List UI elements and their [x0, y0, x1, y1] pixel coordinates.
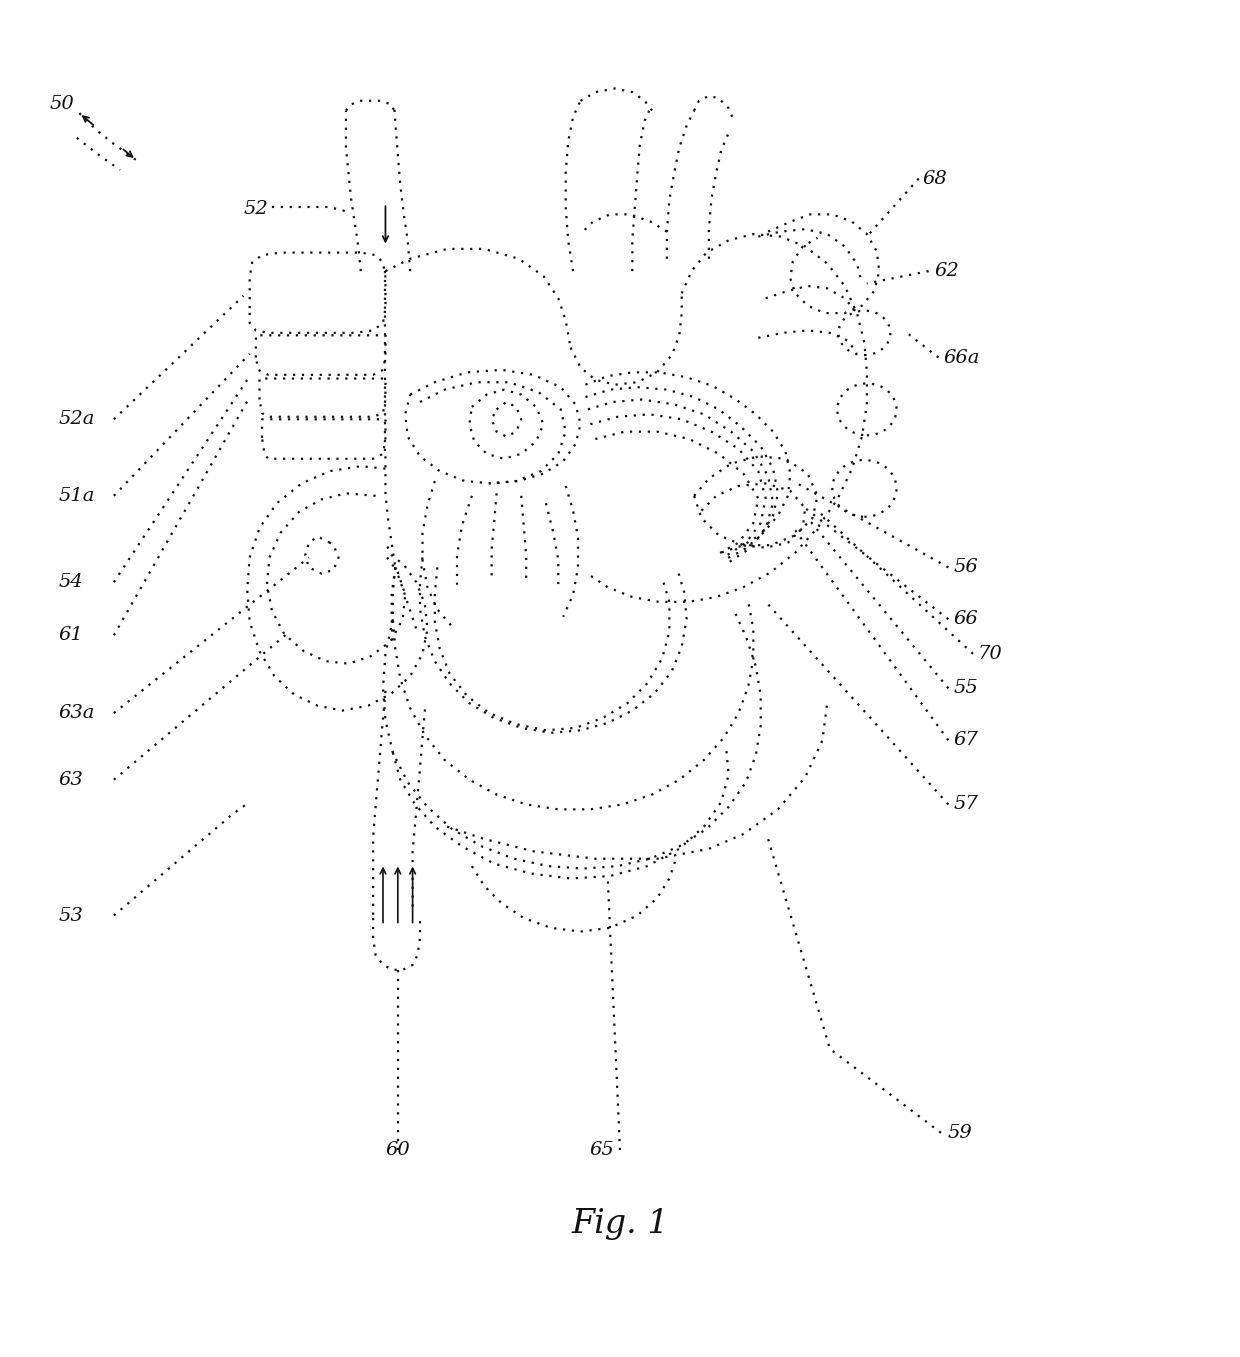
Text: 63: 63 [58, 771, 83, 788]
Text: 57: 57 [954, 795, 978, 813]
Text: 62: 62 [935, 262, 960, 280]
Text: 63a: 63a [58, 704, 94, 722]
Text: 59: 59 [947, 1124, 972, 1141]
Text: 54: 54 [58, 573, 83, 592]
Text: 70: 70 [978, 645, 1003, 662]
Text: 50: 50 [50, 95, 74, 114]
Text: 60: 60 [386, 1141, 410, 1159]
Text: 56: 56 [954, 558, 978, 577]
Text: 51a: 51a [58, 487, 94, 505]
Text: 68: 68 [923, 170, 947, 187]
Text: 55: 55 [954, 680, 978, 697]
Text: 52a: 52a [58, 410, 94, 429]
Text: 66a: 66a [944, 349, 980, 366]
Text: 61: 61 [58, 627, 83, 645]
Text: 53: 53 [58, 906, 83, 924]
Text: 67: 67 [954, 731, 978, 749]
Text: Fig. 1: Fig. 1 [572, 1208, 668, 1240]
Text: 52: 52 [243, 201, 268, 218]
Text: 65: 65 [589, 1141, 614, 1159]
Text: 66: 66 [954, 611, 978, 628]
